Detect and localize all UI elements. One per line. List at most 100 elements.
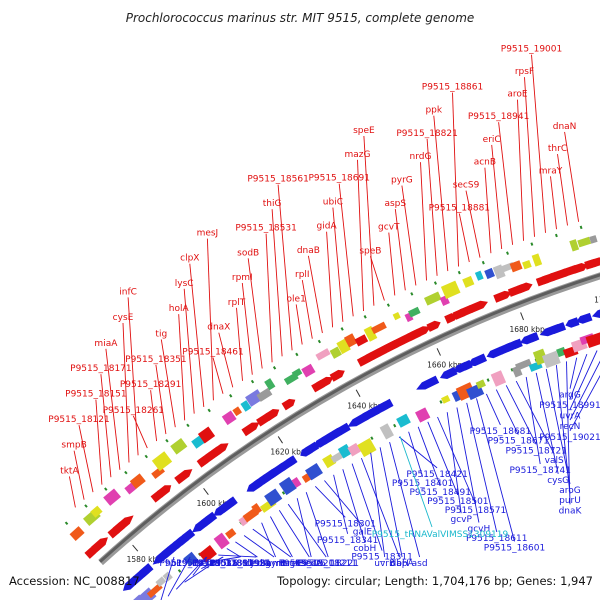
reverse-gene-label: P9515_18671 <box>488 437 549 447</box>
cog-category-box <box>221 410 237 426</box>
reverse-gene-label: P9515_18031 <box>176 559 237 569</box>
forward-gene-label: miaA <box>94 339 118 349</box>
forward-gene-label: sodB <box>237 248 259 258</box>
reverse-gene-arrow <box>375 398 394 412</box>
label-leader-line <box>252 528 292 558</box>
reverse-gene-label: gcvP <box>450 515 472 525</box>
label-leader-line <box>370 452 386 558</box>
label-leader-line <box>426 138 438 276</box>
label-leader-line <box>265 233 273 363</box>
backbone-core <box>98 273 600 563</box>
label-leader-line <box>466 402 498 533</box>
cog-category-box <box>155 576 167 587</box>
forward-gene-label: rplI <box>295 270 310 280</box>
forward-gene-label: dnaN <box>553 122 577 132</box>
label-leader-line <box>458 213 470 263</box>
cog-category-box <box>484 267 495 280</box>
cog-category-box <box>90 505 103 518</box>
reverse-gene-label: secA <box>301 559 323 569</box>
cog-category-box <box>198 545 217 563</box>
label-leader-line <box>236 307 243 381</box>
reverse-gene-label: dapA <box>391 559 415 569</box>
ruler-tick <box>355 389 361 397</box>
reverse-gene-label: P9515_18311 <box>351 553 412 563</box>
reverse-gene-label: P9515_18501 <box>427 497 488 507</box>
label-leader-line <box>485 393 501 426</box>
forward-gene-label: speB <box>359 246 381 256</box>
forward-gene-label: tig <box>155 329 167 339</box>
reverse-gene-label: mgtE <box>281 559 305 569</box>
forward-gene-arrow <box>281 398 296 411</box>
forward-gene-label: dnaB <box>297 246 320 256</box>
reverse-gene-label: dnaK <box>559 506 583 516</box>
label-leader-line <box>351 463 383 551</box>
label-leader-line <box>150 390 158 442</box>
reverse-gene-label: cysG <box>547 476 569 486</box>
cog-category-box <box>329 346 342 359</box>
label-leader-line <box>515 380 555 455</box>
reverse-gene-label: recN <box>560 422 581 432</box>
cog-category-box <box>541 350 561 369</box>
cog-category-box <box>347 442 362 457</box>
reverse-gene-label: P9515_18221 <box>297 559 358 569</box>
forward-gene-label: P9515_19001 <box>501 45 562 55</box>
label-leader-line <box>360 457 400 558</box>
label-leader-line <box>73 450 85 500</box>
reverse-gene-label: P9515_18491 <box>409 488 470 498</box>
forward-gene-arrow <box>210 443 229 458</box>
label-leader-line <box>379 447 403 558</box>
reverse-gene-label: P9515_17901 <box>210 559 271 569</box>
cog-category-box <box>363 325 378 342</box>
forward-gene-label: P9515_18461 <box>182 348 243 358</box>
reverse-gene-arrow <box>223 496 238 509</box>
reverse-gene-label: ribH <box>390 559 409 569</box>
reverse-gene-label: P9515_18601 <box>484 543 545 553</box>
cog-category-box <box>462 275 475 288</box>
label-leader-line <box>178 314 186 421</box>
forward-gene-label: ubiC <box>323 198 343 208</box>
label-leader-line <box>495 389 519 435</box>
reverse-gene-label: kefB <box>196 559 216 569</box>
cog-category-box <box>441 394 451 404</box>
label-leader-line <box>569 375 600 432</box>
cog-category-box <box>354 334 369 347</box>
forward-gene-arrow <box>112 515 134 534</box>
label-leader-line <box>261 522 277 558</box>
forward-gene-arrow <box>174 469 193 485</box>
ruler-tick <box>132 544 139 552</box>
cog-category-box <box>522 259 532 270</box>
reverse-gene-arrow <box>591 306 600 318</box>
cog-category-box <box>515 358 532 371</box>
ruler-tick <box>277 436 283 444</box>
forward-gene-arrow <box>157 485 172 498</box>
ruler-label: 1680 kbp <box>509 325 545 334</box>
cog-category-box <box>251 503 263 515</box>
cog-category-box <box>213 532 230 550</box>
label-leader-line <box>277 184 293 351</box>
cog-category-box <box>151 451 173 472</box>
reverse-gene-label: P9515_18741 <box>509 466 570 476</box>
forward-gene-label: P9515_18691 <box>308 174 369 184</box>
reverse-gene-arrow <box>334 422 351 436</box>
ruler-label: 1620 kbp <box>270 448 306 457</box>
cog-category-box <box>415 407 431 423</box>
cog-category-box <box>343 333 358 348</box>
label-leader-line <box>218 554 257 558</box>
reverse-gene-label: gcvH <box>468 525 491 535</box>
label-leader-line <box>505 385 537 445</box>
label-leader-line <box>569 360 600 421</box>
label-leader-line <box>550 176 557 230</box>
cog-category-box <box>69 526 85 542</box>
label-leader-line <box>388 232 396 296</box>
label-leader-line <box>301 280 313 339</box>
gene-labels: tktA smpB P9515_18121 P9515_18151 P9515_1817… <box>48 45 600 600</box>
reverse-gene-label: P9515_17891 <box>193 559 254 569</box>
label-leader-line <box>569 350 598 410</box>
forward-gene-label: P9515_18881 <box>429 204 490 214</box>
forward-gene-label: P9515_18861 <box>422 83 483 93</box>
ruler-label: 1660 kbp <box>427 361 463 370</box>
forward-gene-label: smpB <box>61 441 86 451</box>
cog-category-box <box>305 463 323 481</box>
reverse-gene-label: argG <box>559 391 581 401</box>
